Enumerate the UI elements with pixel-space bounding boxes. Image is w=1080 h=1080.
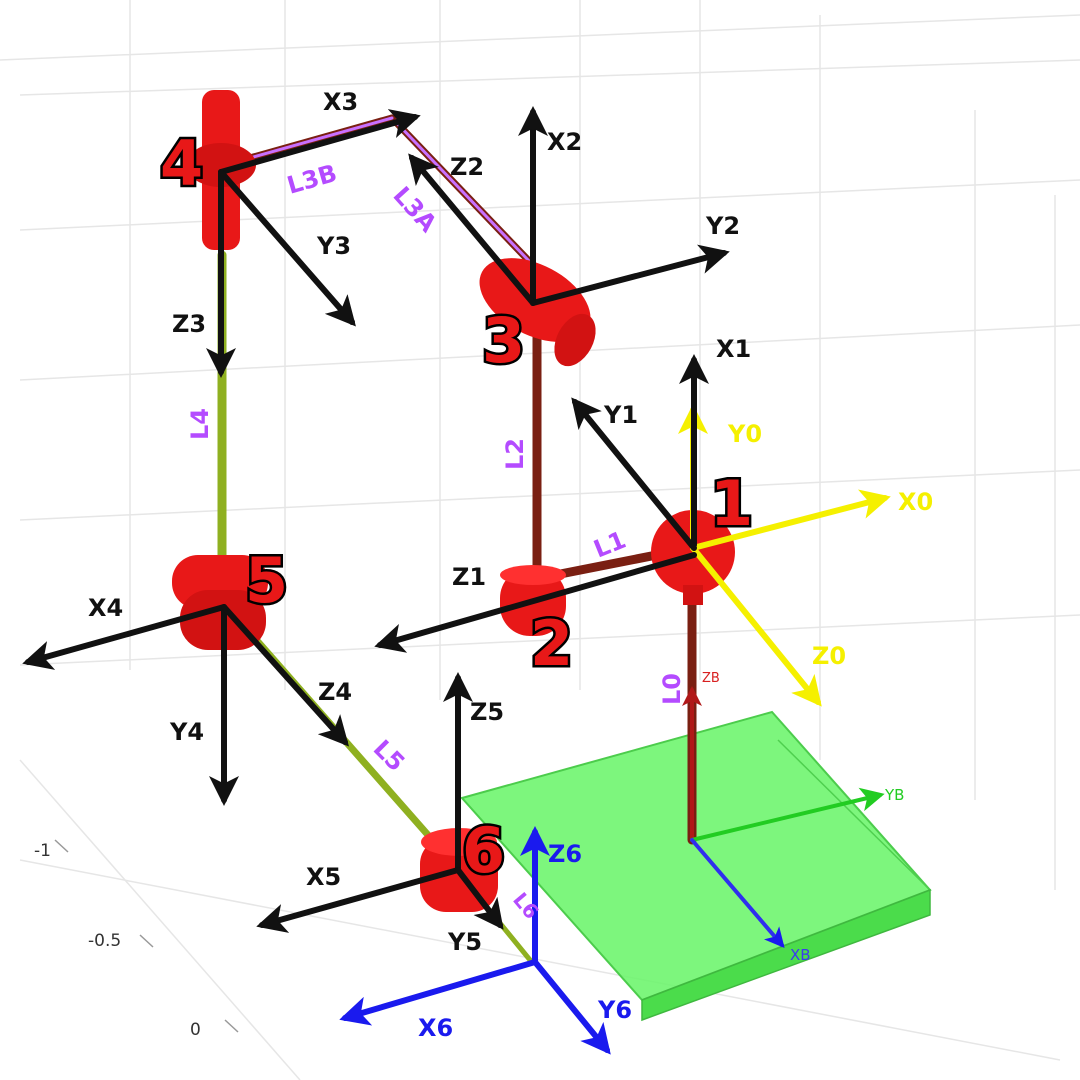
link-label-l3a: L3A — [388, 181, 443, 238]
label-y4: Y4 — [169, 718, 204, 746]
frame2-z-arrow — [408, 153, 536, 306]
label-y2: Y2 — [705, 212, 740, 240]
label-x4: X4 — [88, 594, 123, 622]
tick-label: -0.5 — [88, 931, 121, 951]
frame5-x-arrow — [256, 867, 461, 933]
label-z0: Z0 — [812, 642, 846, 670]
label-xb: XB — [790, 946, 811, 964]
tick-label: 0 — [190, 1020, 201, 1040]
frame6-y-arrow — [532, 959, 611, 1055]
label-y5: Y5 — [447, 928, 482, 956]
frame4-z-arrow — [221, 604, 350, 747]
axis-labels: Y0 X0 Z0 X1 Y1 Z1 X2 Y2 Z2 X3 Y3 Z3 X4 Y… — [88, 88, 933, 1042]
frame4-x-arrow — [22, 604, 227, 670]
link-l3a-highlight — [390, 116, 532, 264]
frame0-x-arrow — [690, 489, 891, 551]
base-y-arrow — [690, 787, 885, 842]
label-y3: Y3 — [316, 232, 351, 260]
label-yb: YB — [884, 786, 904, 804]
label-z6: Z6 — [548, 840, 582, 868]
label-x0: X0 — [898, 488, 933, 516]
frame2-y-arrow — [530, 244, 730, 306]
label-z2: Z2 — [450, 153, 484, 181]
label-x5: X5 — [306, 863, 341, 891]
joint-label-5: 5 — [245, 544, 288, 617]
label-x1: X1 — [716, 335, 751, 363]
joint-label-2: 2 — [530, 607, 573, 680]
label-x6: X6 — [418, 1014, 453, 1042]
joint-label-6: 6 — [462, 814, 505, 887]
label-z5: Z5 — [470, 698, 504, 726]
label-y0: Y0 — [727, 420, 762, 448]
frame-arrows — [22, 106, 891, 1055]
tick-label: -1 — [34, 841, 51, 861]
joint-label-1: 1 — [710, 467, 753, 540]
link-label-l6: L6 — [508, 888, 544, 924]
frame1-y-arrow — [571, 397, 697, 551]
label-x2: X2 — [547, 128, 582, 156]
frame6-x-arrow — [339, 959, 538, 1026]
link-label-l0: L0 — [658, 673, 686, 705]
joint-label-3: 3 — [482, 304, 525, 377]
frame0-z-arrow — [690, 545, 822, 707]
label-z4: Z4 — [318, 678, 352, 706]
frame3-y-arrow — [218, 169, 356, 327]
frame3-x-arrow — [218, 109, 421, 175]
label-z3: Z3 — [172, 310, 206, 338]
floor-axis-ticks: -1 -0.5 0 — [34, 839, 239, 1040]
label-zb: ZB — [702, 671, 720, 686]
base-x-arrow — [690, 838, 785, 949]
label-x3: X3 — [323, 88, 358, 116]
link-label-l4: L4 — [186, 408, 214, 440]
label-z1: Z1 — [452, 563, 486, 591]
joint-numbers: 1 2 3 4 5 6 — [158, 125, 756, 890]
link-label-l3b: L3B — [284, 159, 340, 200]
frame5-y-arrow — [455, 867, 504, 930]
joint-label-4: 4 — [160, 127, 203, 200]
link-label-l2: L2 — [501, 438, 529, 470]
label-y1: Y1 — [603, 401, 638, 429]
frame1-z-arrow — [374, 552, 697, 653]
base-plate — [460, 710, 932, 1022]
label-y6: Y6 — [597, 996, 632, 1024]
